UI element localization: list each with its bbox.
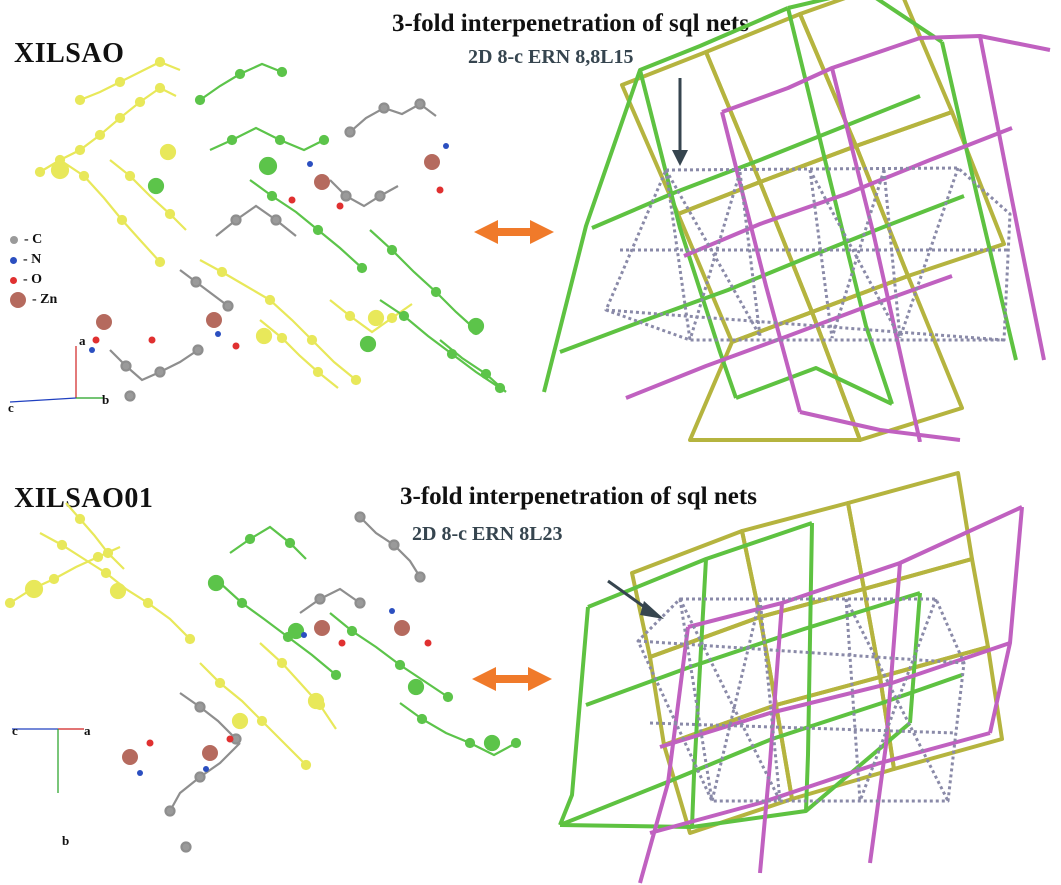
net-heading: 3-fold interpenetration of sql nets — [400, 483, 757, 510]
axis-a-label: a — [79, 333, 86, 348]
axis-b-label: b — [62, 833, 70, 848]
double-arrow — [474, 220, 554, 244]
yellow-ligand — [4, 502, 337, 771]
legend-item-zinc: - Zn — [10, 290, 57, 310]
legend-label: - O — [23, 272, 43, 287]
ern-label: 2D 8-c ERN 8L23 — [412, 523, 563, 545]
ern-dotted-net — [636, 597, 966, 803]
axis-a-label: a — [84, 723, 91, 738]
zinc-atoms — [96, 154, 440, 330]
ern-pointer-arrow — [672, 78, 688, 166]
oxygen-atoms — [92, 186, 444, 350]
double-arrow — [472, 667, 552, 691]
net-heading: 3-fold interpenetration of sql nets — [392, 10, 749, 37]
ern-dotted-net — [604, 166, 1012, 342]
nitrogen-atoms — [89, 143, 449, 353]
ern-label: 2D 8-c ERN 8,8L15 — [468, 46, 634, 68]
zinc-atom-icon — [10, 292, 26, 308]
axis-triad — [12, 728, 84, 793]
oxygen-atom-icon — [10, 276, 17, 284]
olive-net — [630, 471, 1004, 835]
green-ligand — [147, 62, 507, 394]
nitrogen-atoms — [137, 608, 395, 776]
axis-c-label: c — [8, 400, 14, 415]
zinc-atoms — [122, 620, 410, 765]
nitrogen-atom-icon — [10, 256, 17, 264]
oxygen-atoms — [146, 639, 432, 747]
top-figure — [9, 0, 1051, 442]
green-net — [558, 521, 963, 829]
axis-b-label: b — [102, 392, 110, 407]
molecule-structure — [4, 502, 522, 853]
bottom-figure — [4, 471, 1024, 884]
green-net — [542, 0, 1018, 406]
green-ligand — [207, 525, 522, 757]
carbon-atom-icon — [10, 236, 18, 244]
axis-triad — [9, 346, 104, 403]
grey-ligand — [164, 511, 426, 853]
sql-net-diagram — [558, 471, 1024, 884]
sql-net-diagram — [542, 0, 1051, 442]
yellow-ligand — [34, 56, 413, 389]
molecule-structure — [34, 56, 507, 402]
atom-legend: - C - N - O - Zn — [10, 230, 57, 310]
bottom-panel: XILSAO01 3-fold interpenetration of sql … — [0, 443, 1061, 885]
grey-ligand — [109, 98, 437, 402]
legend-item-nitrogen: - N — [10, 250, 57, 270]
legend-label: - Zn — [32, 292, 58, 307]
legend-item-carbon: - C — [10, 230, 57, 250]
magenta-net — [625, 34, 1051, 442]
legend-item-oxygen: - O — [10, 270, 57, 290]
legend-label: - C — [24, 232, 43, 247]
legend-label: - N — [23, 252, 42, 267]
axis-c-label: c — [12, 723, 18, 738]
ern-pointer-arrow — [607, 579, 664, 619]
structure-code: XILSAO01 — [14, 483, 154, 514]
top-panel: XILSAO 3-fold interpenetration of sql ne… — [0, 0, 1061, 442]
structure-code: XILSAO — [14, 38, 125, 69]
